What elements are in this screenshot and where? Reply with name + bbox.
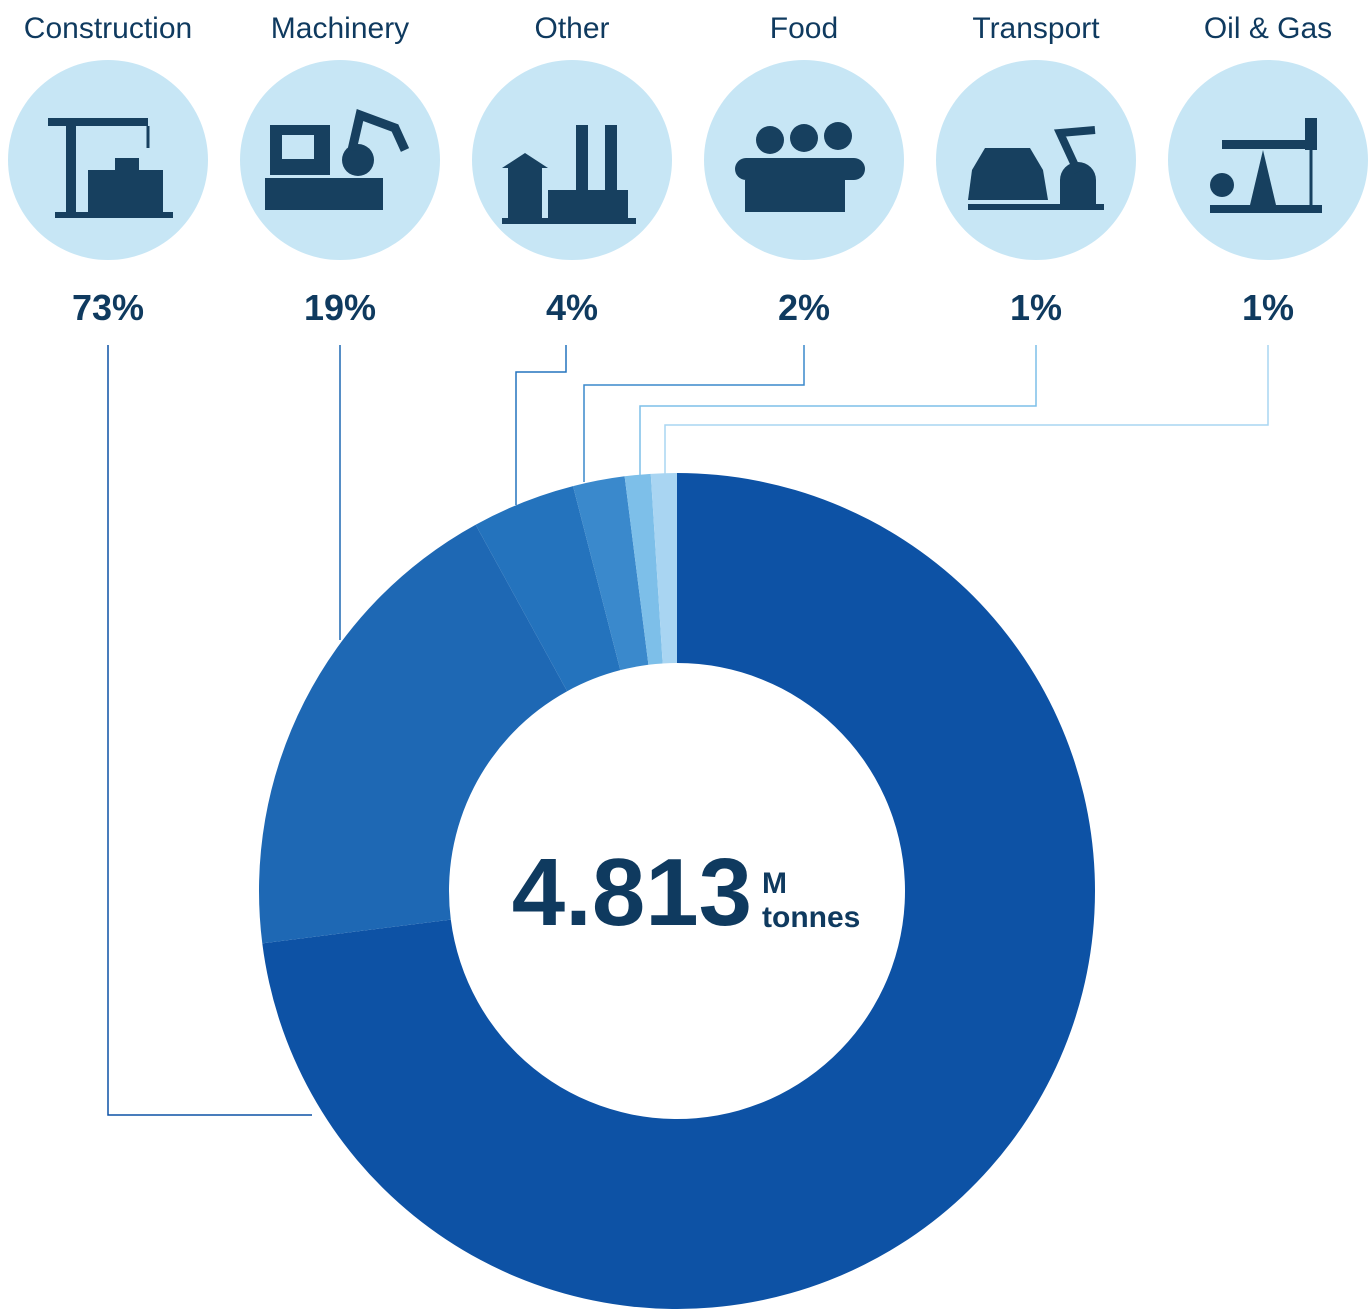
center-unit: M <box>762 867 787 900</box>
category-label: Construction <box>24 12 192 45</box>
center-unit: tonnes <box>762 901 860 934</box>
leader-line <box>107 345 312 1116</box>
icon-circle <box>8 60 208 260</box>
donut-slice <box>259 524 568 944</box>
donut-slice <box>262 473 1096 1309</box>
leader-line <box>639 345 1037 477</box>
donut-slice <box>475 486 621 692</box>
value-label: 1% <box>1242 287 1294 328</box>
machinery-icon <box>265 108 410 210</box>
icons <box>48 108 1322 224</box>
oil-gas-icon <box>1210 118 1322 213</box>
construction-icon <box>48 118 173 218</box>
value-label: 1% <box>1010 287 1062 328</box>
donut-slice <box>573 476 649 671</box>
icon-circle <box>472 60 672 260</box>
donut-slice <box>624 473 663 665</box>
category-label: Oil & Gas <box>1204 12 1332 45</box>
category-label: Transport <box>972 12 1100 45</box>
donut-slice <box>650 473 677 664</box>
value-label: 19% <box>304 287 376 328</box>
transport-icon <box>968 126 1104 210</box>
category-label: Food <box>770 12 838 45</box>
center-value: 4.813 <box>512 839 752 946</box>
leader-line <box>583 345 805 482</box>
category-label: Other <box>534 12 609 45</box>
other-icon <box>502 125 636 224</box>
value-label: 2% <box>778 287 830 328</box>
leader-line <box>515 345 567 505</box>
icon-circle <box>1168 60 1368 260</box>
value-label: 4% <box>546 287 598 328</box>
leader-line <box>664 345 1269 476</box>
category-label: Machinery <box>271 12 409 45</box>
value-label: 73% <box>72 287 144 328</box>
leader-lines <box>107 345 1269 1116</box>
food-icon <box>735 122 865 212</box>
